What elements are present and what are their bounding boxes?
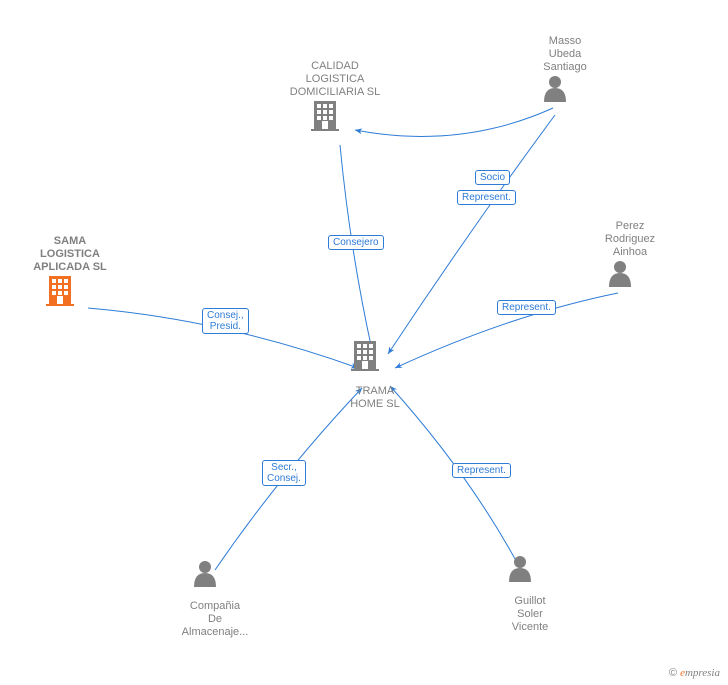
copyright-symbol: © xyxy=(669,667,677,679)
node-label-masso: Masso Ubeda Santiago xyxy=(525,35,605,74)
edge-label-masso-calidad: Socio xyxy=(475,170,510,185)
node-label-perez: Perez Rodriguez Ainhoa xyxy=(590,220,670,259)
building-icon-sama xyxy=(46,276,74,306)
node-label-compania: Compañia De Almacenaje... xyxy=(165,600,265,639)
edge-label-calidad-trama: Consejero xyxy=(328,235,384,250)
person-icon-masso xyxy=(544,76,566,102)
node-label-trama: TRAMA HOME SL xyxy=(335,385,415,411)
edge-label-compania-trama: Secr., Consej. xyxy=(262,460,306,486)
edge-masso-trama xyxy=(388,115,555,354)
person-icon-perez xyxy=(609,261,631,287)
building-icon-calidad xyxy=(311,101,339,131)
node-label-sama: SAMA LOGISTICA APLICADA SL xyxy=(15,235,125,274)
diagram-svg xyxy=(0,0,728,685)
edge-label-guillot-trama: Represent. xyxy=(452,463,511,478)
building-icon-trama xyxy=(351,341,379,371)
node-label-guillot: Guillot Soler Vicente xyxy=(490,595,570,634)
person-icon-guillot xyxy=(509,556,531,582)
edge-masso-calidad xyxy=(355,108,553,136)
edge-label-masso-trama: Represent. xyxy=(457,190,516,205)
node-label-calidad: CALIDAD LOGISTICA DOMICILIARIA SL xyxy=(280,60,390,99)
brand-rest: mpresia xyxy=(685,667,720,679)
edge-label-perez-trama: Represent. xyxy=(497,300,556,315)
edge-label-sama-trama: Consej., Presid. xyxy=(202,308,249,334)
copyright: © empresia xyxy=(669,667,720,679)
person-icon-compania xyxy=(194,561,216,587)
